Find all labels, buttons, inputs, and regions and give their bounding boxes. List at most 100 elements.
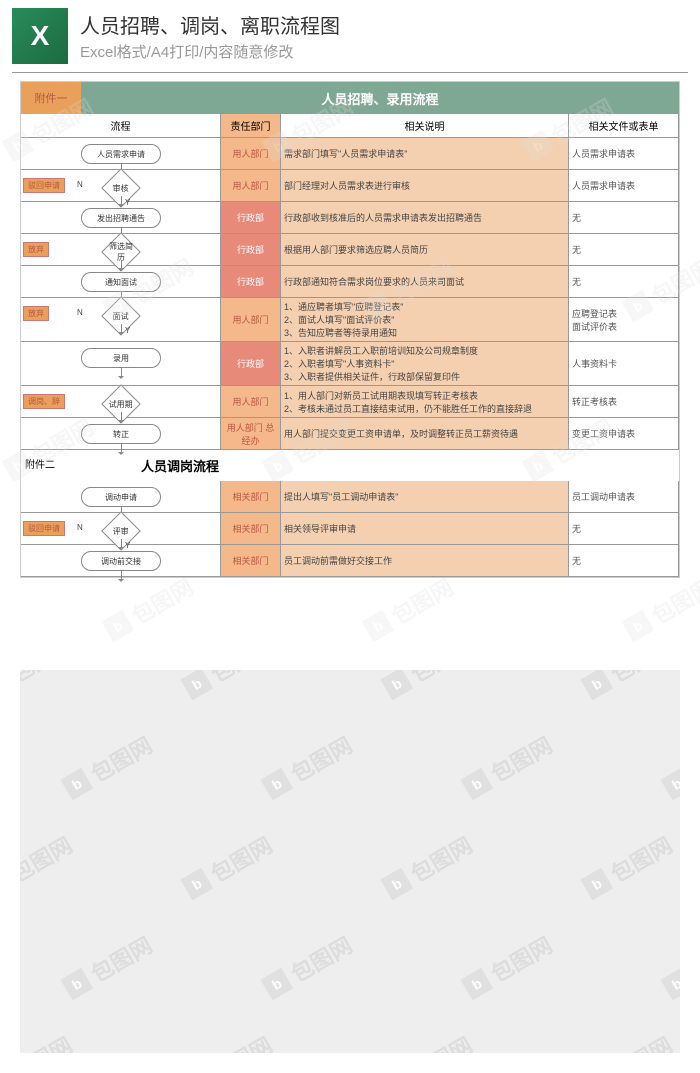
cell-document: 无: [569, 234, 679, 266]
cell-description: 相关领导评审申请: [281, 513, 569, 545]
table-row: 通知面试行政部行政部通知符合需求岗位要求的人员来司面试无: [21, 266, 679, 298]
watermark: b包图网: [458, 728, 557, 804]
table-row: 评审驳回申请NY相关部门相关领导评审申请无: [21, 513, 679, 545]
section1-title: 人员招聘、录用流程: [81, 89, 679, 108]
excel-icon: X: [12, 8, 68, 64]
watermark-text: 包图网: [604, 670, 677, 689]
spreadsheet-preview: 附件一 人员招聘、录用流程 流程 责任部门 相关说明 相关文件或表单 人员需求申…: [20, 81, 680, 578]
cell-flow: 录用: [21, 342, 221, 386]
flow-step: 录用: [81, 348, 161, 368]
flow-side-tag: 放弃: [23, 306, 49, 321]
cell-department: 用人部门: [221, 298, 281, 342]
watermark: b包图网: [378, 1028, 477, 1053]
flow-arrow: [121, 324, 122, 334]
cell-description: 员工调动前需做好交接工作: [281, 545, 569, 577]
watermark: b包图网: [20, 670, 78, 704]
cell-flow: 通知面试: [21, 266, 221, 298]
flow-arrow: [121, 368, 122, 378]
watermark: b包图网: [578, 828, 677, 904]
cell-department: 相关部门: [221, 513, 281, 545]
watermark-text: 包图网: [20, 828, 78, 889]
section2-body: 调动申请相关部门提出人填写"员工调动申请表"员工调动申请表评审驳回申请NY相关部…: [21, 481, 679, 577]
cell-description: 1、用人部门对新员工试用期表现填写转正考核表 2、考核未通过员工直接结束试用，仍…: [281, 386, 569, 418]
watermark-text: 包图网: [204, 670, 277, 689]
table-row: 发出招聘通告行政部行政部收到核准后的人员需求申请表发出招聘通告无: [21, 202, 679, 234]
cell-description: 行政部收到核准后的人员需求申请表发出招聘通告: [281, 202, 569, 234]
watermark: b包图网: [20, 1028, 78, 1053]
watermark: b包图网: [58, 728, 157, 804]
cell-department: 相关部门: [221, 545, 281, 577]
table-row: 调动申请相关部门提出人填写"员工调动申请表"员工调动申请表: [21, 481, 679, 513]
watermark-text: 包图网: [404, 828, 477, 889]
header-divider: [12, 72, 688, 73]
flow-step: 通知面试: [81, 272, 161, 292]
cell-department: 行政部: [221, 234, 281, 266]
table-row: 调动前交接 相关部门员工调动前需做好交接工作无: [21, 545, 679, 577]
watermark-text: 包图网: [484, 728, 557, 789]
cell-department: 用人部门: [221, 138, 281, 170]
watermark-text: 包图网: [204, 828, 277, 889]
watermark-text: 包图网: [284, 928, 357, 989]
watermark-logo-icon: b: [260, 968, 293, 1001]
cell-document: 无: [569, 545, 679, 577]
section1-banner: 附件一 人员招聘、录用流程: [21, 82, 679, 114]
cell-department: 行政部: [221, 266, 281, 298]
cell-flow: 审核驳回申请NY: [21, 170, 221, 202]
cell-document: 变更工资申请表: [569, 418, 679, 450]
cell-document: 人员需求申请表: [569, 170, 679, 202]
watermark: b包图网: [378, 828, 477, 904]
watermark-text: 包图网: [84, 928, 157, 989]
flow-step: 转正: [81, 424, 161, 444]
watermark-text: 包图网: [604, 828, 677, 889]
cell-department: 行政部: [221, 342, 281, 386]
col-dept-header: 责任部门: [221, 114, 281, 137]
table-row: 人员需求申请用人部门需求部门填写"人员需求申请表"人员需求申请表: [21, 138, 679, 170]
flow-yes-label: Y: [125, 326, 130, 335]
page-title: 人员招聘、调岗、离职流程图: [80, 10, 688, 39]
flow-side-tag: 调岗、辞: [23, 394, 65, 409]
cell-flow: 转正: [21, 418, 221, 450]
watermark-logo-icon: b: [380, 868, 413, 901]
excel-icon-letter: X: [31, 20, 50, 52]
watermark: b包图网: [458, 928, 557, 1004]
cell-document: 员工调动申请表: [569, 481, 679, 513]
watermark-text: 包图网: [84, 728, 157, 789]
watermark: b包图网: [658, 728, 680, 804]
table-row: 审核驳回申请NY用人部门部门经理对人员需求表进行审核人员需求申请表: [21, 170, 679, 202]
title-block: 人员招聘、调岗、离职流程图 Excel格式/A4打印/内容随意修改: [80, 10, 688, 62]
page-subtitle: Excel格式/A4打印/内容随意修改: [80, 41, 688, 62]
watermark: b包图网: [258, 728, 357, 804]
watermark-logo-icon: b: [60, 768, 93, 801]
watermark: b包图网: [578, 670, 677, 704]
table-row: 试用期调岗、辞用人部门1、用人部门对新员工试用期表现填写转正考核表 2、考核未通…: [21, 386, 679, 418]
cell-description: 行政部通知符合需求岗位要求的人员来司面试: [281, 266, 569, 298]
section1-attach-label: 附件一: [21, 82, 81, 114]
cell-description: 部门经理对人员需求表进行审核: [281, 170, 569, 202]
col-desc-header: 相关说明: [281, 114, 569, 137]
watermark-logo-icon: b: [260, 768, 293, 801]
flow-no-label: N: [77, 523, 83, 532]
flow-side-tag: 放弃: [23, 242, 49, 257]
cell-document: 应聘登记表 面试评价表: [569, 298, 679, 342]
cell-flow: 调动申请: [21, 481, 221, 513]
watermark-logo-icon: b: [380, 670, 413, 700]
watermark-logo-icon: b: [580, 868, 613, 901]
watermark-text: 包图网: [20, 670, 78, 689]
section2-title: 人员调岗流程: [81, 456, 679, 475]
cell-document: 无: [569, 202, 679, 234]
watermark: b包图网: [658, 928, 680, 1004]
watermark-logo-icon: b: [460, 768, 493, 801]
watermark: b包图网: [359, 570, 458, 646]
watermark-area: b包图网b包图网b包图网b包图网b包图网b包图网b包图网b包图网b包图网b包图网…: [20, 670, 680, 1053]
watermark-logo-icon: b: [660, 968, 680, 1001]
watermark: b包图网: [378, 670, 477, 704]
watermark: b包图网: [58, 928, 157, 1004]
watermark-logo-icon: b: [660, 768, 680, 801]
watermark-text: 包图网: [604, 1028, 677, 1053]
cell-document: 人员需求申请表: [569, 138, 679, 170]
flow-step: 调动前交接: [81, 551, 161, 571]
watermark-logo-icon: b: [180, 868, 213, 901]
cell-document: 人事资料卡: [569, 342, 679, 386]
watermark-logo-icon: b: [60, 968, 93, 1001]
watermark-logo-icon: b: [580, 670, 613, 700]
